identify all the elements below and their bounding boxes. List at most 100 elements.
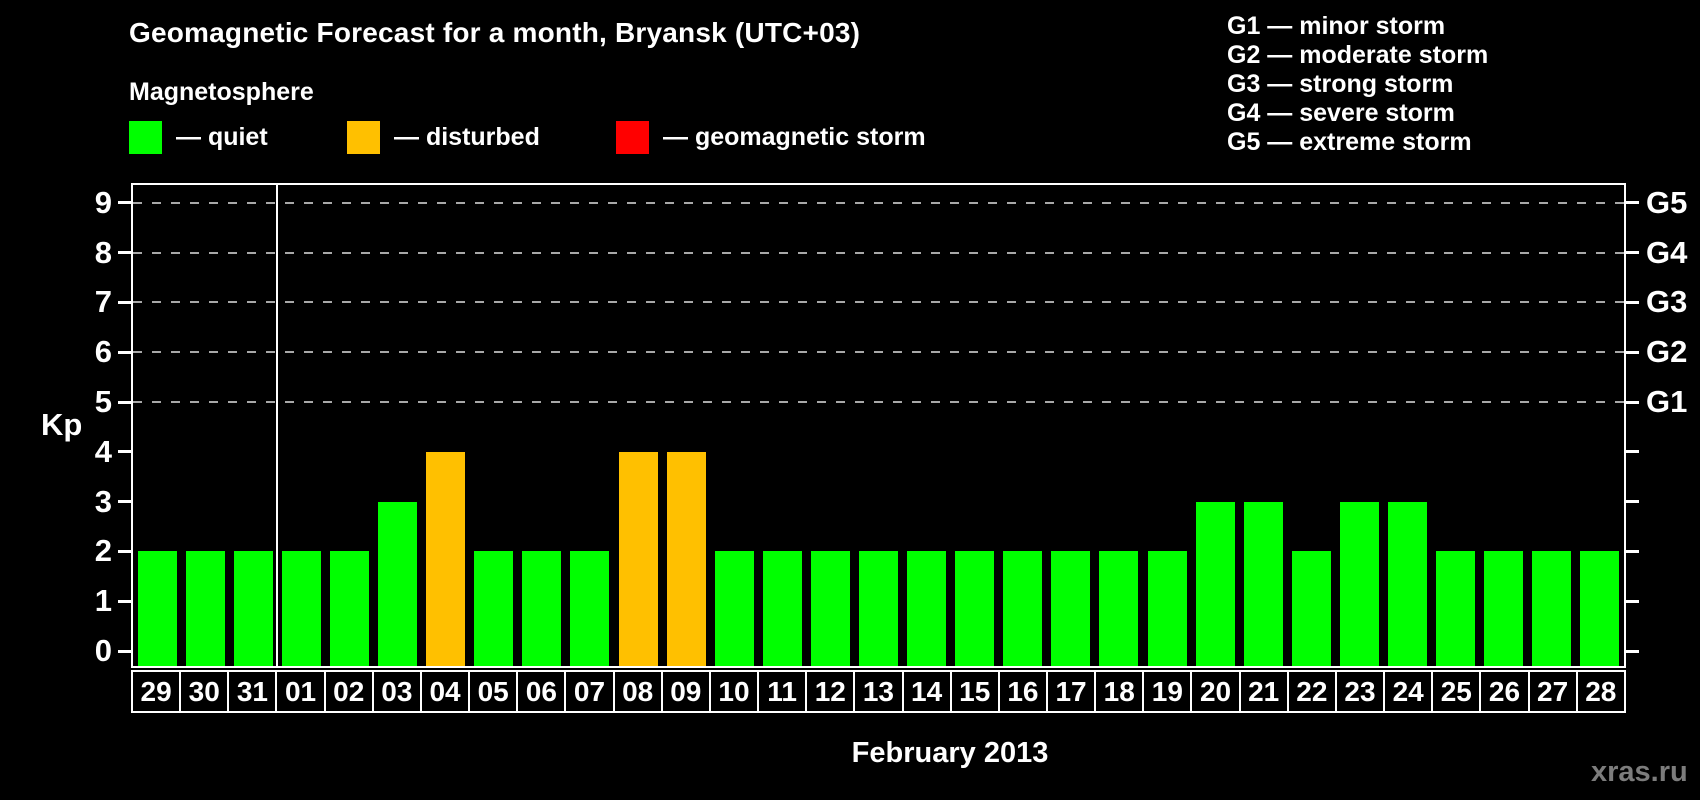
day-label-cell-16: 16	[1000, 672, 1048, 711]
y-axis-tick-label-2: 2	[94, 533, 112, 569]
bar-day-31	[233, 551, 273, 666]
day-label-cell-25: 25	[1433, 672, 1482, 711]
bar-day-18	[1099, 551, 1139, 666]
bar-day-23	[1339, 501, 1379, 666]
day-label-cell-29: 29	[133, 672, 182, 711]
gridline-kp-5	[133, 401, 1624, 403]
bar-day-28	[1580, 551, 1620, 666]
legend-label-storm: — geomagnetic storm	[663, 122, 926, 151]
bar-day-21	[1243, 501, 1283, 666]
bar-day-09	[666, 451, 706, 666]
day-label-cell-05: 05	[470, 672, 519, 711]
day-label-cell-09: 09	[663, 672, 711, 711]
right-axis-tick-5	[1626, 400, 1639, 404]
day-label-cell-06: 06	[518, 672, 567, 711]
y-axis-tick-label-3: 3	[94, 483, 112, 519]
day-label-cell-24: 24	[1385, 672, 1434, 711]
y-axis-tick-3	[118, 500, 131, 504]
y-axis-tick-1	[118, 599, 131, 603]
day-label-cell-27: 27	[1530, 672, 1578, 711]
bar-day-12	[810, 551, 850, 666]
bar-day-25	[1436, 551, 1476, 666]
magnetosphere-legend-title: Magnetosphere	[129, 78, 314, 106]
bar-day-04	[426, 451, 466, 666]
bar-day-10	[714, 551, 754, 666]
plot-area	[131, 183, 1626, 668]
day-label-cell-14: 14	[904, 672, 952, 711]
day-label-cell-04: 04	[422, 672, 471, 711]
bar-day-14	[907, 551, 947, 666]
legend-label-disturbed: — disturbed	[394, 122, 540, 151]
y-axis-tick-label-1: 1	[94, 583, 112, 619]
bar-day-22	[1291, 551, 1331, 666]
bar-day-05	[474, 551, 514, 666]
y-axis-tick-label-6: 6	[94, 334, 112, 370]
watermark: xras.ru	[1591, 756, 1688, 788]
day-label-cell-10: 10	[711, 672, 760, 711]
day-label-cell-03: 03	[374, 672, 422, 711]
day-label-cell-02: 02	[326, 672, 374, 711]
storm-scale-item-g2: G2 — moderate storm	[1227, 41, 1489, 69]
bar-day-07	[570, 551, 610, 666]
quiet-color-swatch	[129, 120, 162, 154]
bar-day-26	[1484, 551, 1524, 666]
storm-scale-legend: G1 — minor storm G2 — moderate storm G3 …	[1227, 12, 1488, 157]
legend-item-storm: — geomagnetic storm	[616, 120, 926, 154]
y-axis-tick-5	[118, 400, 131, 404]
g-level-label-g3: G3	[1646, 284, 1688, 320]
bar-day-08	[618, 451, 658, 666]
y-axis-tick-9	[118, 201, 131, 205]
day-label-cell-15: 15	[952, 672, 1000, 711]
bar-day-13	[859, 551, 898, 666]
month-separator-line	[276, 185, 279, 666]
day-label-cell-28: 28	[1585, 675, 1617, 707]
bar-day-06	[522, 551, 562, 666]
bar-day-02	[329, 551, 369, 666]
bar-day-30	[185, 551, 225, 666]
legend-item-disturbed: — disturbed	[347, 120, 540, 154]
y-axis-tick-7	[118, 300, 131, 304]
y-axis-tick-label-9: 9	[94, 184, 112, 220]
bar-day-03	[378, 501, 418, 666]
x-axis-month-label: February 2013	[851, 737, 1049, 769]
bar-day-24	[1388, 501, 1428, 666]
right-axis-tick-7	[1626, 300, 1639, 304]
day-label-row: 29 30 31 01 02 03 04 05 06 07 08 09 10 11 12 13 14 15 16 17…	[131, 670, 1626, 713]
day-label-cell-18: 18	[1096, 672, 1145, 711]
storm-scale-item-g4: G4 — severe storm	[1227, 99, 1455, 127]
bar-day-16	[1003, 551, 1043, 666]
y-axis-tick-label-8: 8	[94, 234, 112, 270]
y-axis-tick-8	[118, 251, 131, 255]
storm-color-swatch	[616, 120, 649, 154]
right-axis-tick-0	[1626, 649, 1639, 653]
day-label-cell-17: 17	[1048, 672, 1097, 711]
y-axis-tick-4	[118, 450, 131, 454]
y-axis-title: Kp	[41, 407, 83, 442]
y-axis-tick-label-7: 7	[94, 284, 112, 320]
gridline-kp-7	[133, 301, 1624, 304]
day-label-cell-20: 20	[1192, 672, 1241, 711]
right-axis-tick-8	[1626, 251, 1639, 255]
right-axis-tick-3	[1626, 500, 1639, 504]
right-axis-tick-2	[1626, 549, 1639, 553]
day-label-cell-23: 23	[1337, 672, 1386, 711]
day-label-cell-26: 26	[1481, 672, 1530, 711]
gridline-kp-8	[133, 251, 1624, 254]
y-axis-tick-2	[118, 549, 131, 553]
g-level-label-g5: G5	[1646, 184, 1688, 220]
gridline-kp-6	[133, 351, 1624, 354]
bar-day-01	[281, 551, 321, 666]
day-label-cell-07: 07	[566, 672, 615, 711]
bar-day-15	[955, 551, 995, 666]
right-axis-tick-6	[1626, 350, 1639, 354]
day-label-cell-22: 22	[1289, 672, 1337, 711]
right-axis-tick-4	[1626, 450, 1639, 454]
day-label-cell-13: 13	[855, 672, 904, 711]
legend-label-quiet: — quiet	[176, 122, 268, 151]
day-label-cell-11: 11	[759, 672, 808, 711]
gridline-kp-9	[133, 201, 1624, 204]
page-title: Geomagnetic Forecast for a month, Bryans…	[129, 17, 861, 48]
day-label-cell-01: 01	[277, 672, 326, 711]
storm-scale-item-g1: G1 — minor storm	[1227, 12, 1446, 40]
